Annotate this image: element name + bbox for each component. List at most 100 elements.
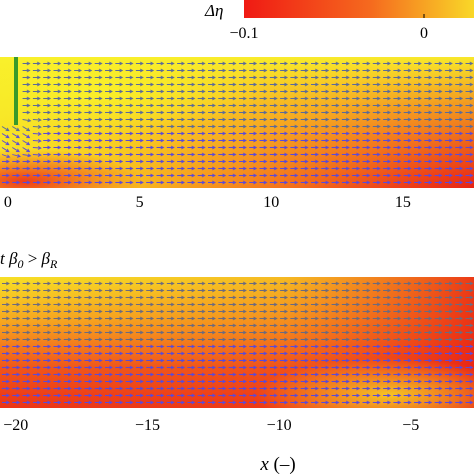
velocity-arrow (321, 61, 330, 66)
velocity-arrow (238, 145, 247, 150)
velocity-arrow (434, 159, 443, 164)
velocity-arrow (383, 344, 392, 349)
velocity-arrow (290, 330, 299, 335)
velocity-arrow (269, 166, 278, 171)
velocity-arrow (105, 117, 113, 122)
velocity-arrow (259, 180, 268, 185)
velocity-arrow (218, 309, 227, 314)
velocity-arrow (146, 166, 155, 171)
velocity-arrow (290, 351, 299, 356)
velocity-arrow (444, 75, 453, 80)
velocity-arrow (218, 302, 227, 307)
velocity-arrow (331, 96, 340, 101)
velocity-arrow (424, 180, 433, 185)
velocity-arrow (22, 68, 31, 73)
velocity-arrow (197, 124, 206, 129)
velocity-arrow (403, 159, 412, 164)
velocity-arrow (43, 110, 52, 115)
velocity-arrow (228, 323, 237, 328)
velocity-arrow (187, 89, 196, 94)
velocity-arrow (74, 379, 83, 384)
velocity-arrow (321, 295, 330, 300)
velocity-arrow (403, 365, 412, 370)
velocity-arrow (32, 316, 41, 321)
velocity-arrow (218, 96, 227, 101)
velocity-arrow (300, 365, 309, 370)
velocity-arrow (238, 393, 247, 398)
velocity-arrow (259, 309, 268, 314)
velocity-arrow (74, 145, 83, 150)
velocity-arrow (218, 393, 227, 398)
velocity-arrow (311, 173, 319, 178)
velocity-arrow (372, 344, 381, 349)
velocity-arrow (84, 302, 93, 307)
velocity-arrow (84, 110, 93, 115)
velocity-arrow (228, 82, 237, 87)
velocity-arrow (393, 316, 402, 321)
velocity-arrow (115, 386, 124, 391)
velocity-arrow (383, 295, 392, 300)
velocity-arrow (197, 323, 206, 328)
velocity-arrow (249, 75, 258, 80)
velocity-arrow (63, 159, 72, 164)
velocity-arrow (311, 288, 319, 293)
velocity-arrow (249, 180, 258, 185)
velocity-arrow (444, 68, 453, 73)
velocity-arrow (341, 166, 350, 171)
velocity-arrow (146, 309, 155, 314)
velocity-arrow (146, 295, 155, 300)
velocity-arrow (94, 173, 103, 178)
velocity-arrow (311, 316, 319, 321)
velocity-arrow (424, 152, 433, 157)
velocity-arrow (259, 337, 268, 342)
x-tick-label: 10 (263, 194, 279, 211)
velocity-arrow (187, 393, 196, 398)
velocity-arrow (218, 61, 227, 66)
velocity-arrow (290, 89, 299, 94)
velocity-arrow (156, 103, 165, 108)
velocity-arrow (228, 138, 237, 143)
velocity-arrow (208, 309, 216, 314)
velocity-arrow (156, 365, 165, 370)
velocity-arrow (352, 337, 361, 342)
velocity-arrow (146, 68, 155, 73)
velocity-arrow (197, 145, 206, 150)
velocity-arrow (249, 288, 258, 293)
velocity-arrow (197, 358, 206, 363)
velocity-arrow (22, 358, 31, 363)
velocity-arrow (341, 61, 350, 66)
velocity-arrow (372, 330, 381, 335)
velocity-arrow (444, 337, 453, 342)
velocity-arrow (434, 124, 443, 129)
velocity-arrow (53, 89, 62, 94)
velocity-arrow (249, 372, 258, 377)
velocity-arrow (187, 365, 196, 370)
velocity-arrow (403, 295, 412, 300)
velocity-arrow (352, 82, 361, 87)
velocity-arrow (208, 330, 216, 335)
velocity-arrow (84, 82, 93, 87)
velocity-arrow (208, 393, 216, 398)
velocity-arrow (84, 117, 93, 122)
velocity-arrow (208, 145, 216, 150)
velocity-arrow (300, 309, 309, 314)
velocity-arrow (311, 400, 319, 405)
velocity-arrow (383, 379, 392, 384)
velocity-arrow (63, 309, 72, 314)
velocity-arrow (135, 138, 144, 143)
velocity-arrow (218, 400, 227, 405)
velocity-arrow (53, 337, 62, 342)
velocity-arrow (74, 75, 83, 80)
velocity-arrow (362, 96, 371, 101)
velocity-arrow (84, 89, 93, 94)
velocity-arrow (455, 288, 464, 293)
velocity-arrow (311, 295, 319, 300)
velocity-arrow (362, 309, 371, 314)
velocity-arrow (352, 75, 361, 80)
velocity-arrow (280, 330, 289, 335)
velocity-arrow (218, 330, 227, 335)
velocity-arrow (238, 379, 247, 384)
velocity-arrow (105, 103, 113, 108)
velocity-arrow (414, 138, 422, 143)
